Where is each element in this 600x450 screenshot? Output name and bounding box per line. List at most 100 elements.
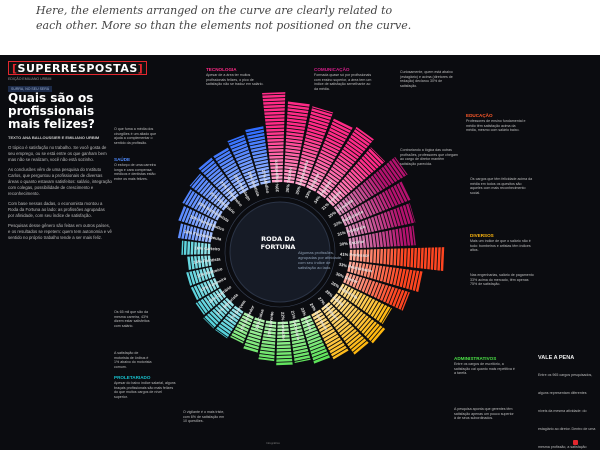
bar-segment: [339, 152, 355, 165]
bar-segment: [331, 121, 351, 133]
bar-segment: [191, 174, 204, 189]
bar-segment: [347, 194, 357, 207]
bar-segment: [343, 328, 357, 341]
bar-segment: [336, 203, 345, 214]
bar-segment: [379, 306, 391, 323]
bar-segment: [381, 307, 392, 325]
bar-segment: [361, 319, 375, 334]
wheel-bar: [325, 147, 386, 207]
article-body: O tópico é satisfação no trabalho. Se vo…: [8, 145, 112, 445]
bar-segment: [309, 118, 329, 127]
bar-segment: [260, 180, 271, 185]
bar-segment: [378, 168, 392, 186]
bar-segment: [307, 336, 322, 345]
bar-segment: [277, 321, 289, 325]
wheel-title-line-2: FORTUNA: [260, 242, 296, 251]
note-text: Contrariando a lógica das outras profiss…: [400, 148, 458, 166]
bar-segment: [321, 146, 338, 157]
bar-segment: [323, 304, 334, 314]
wheel-bar: [283, 101, 310, 184]
bar-segment: [329, 342, 345, 354]
bar-label: 27% Médico: [261, 169, 271, 194]
bar-segment: [221, 201, 231, 211]
bar-segment: [406, 248, 411, 268]
bar-segment: [315, 317, 328, 327]
note-text: Curiosamente, quem está abaixo (estagiár…: [400, 70, 453, 88]
bar-segment: [346, 140, 364, 154]
bar-segment: [312, 169, 326, 177]
bar-segment: [258, 173, 270, 179]
wheel-bar: [258, 320, 277, 362]
bar-segment: [266, 135, 284, 139]
bar-segment: [314, 315, 326, 323]
bar-segment: [193, 285, 202, 299]
bar-segment: [323, 178, 336, 188]
bar-segment: [352, 208, 360, 221]
bar-segment: [373, 249, 377, 264]
wheel-bar: [198, 157, 239, 202]
bar-segment: [286, 132, 304, 137]
bar-segment: [276, 358, 293, 362]
bar-segment: [304, 138, 322, 146]
bar-segment: [277, 331, 290, 335]
bar-segment: [219, 182, 231, 193]
bar-segment: [286, 118, 307, 124]
bar-segment: [267, 138, 284, 142]
bar-segment: [370, 301, 382, 318]
bar-segment: [229, 140, 247, 149]
bar-segment: [371, 327, 386, 344]
bar-segment: [276, 362, 293, 366]
bar-segment: [184, 225, 190, 240]
bar-segment: [207, 255, 212, 267]
bar-segment: [209, 206, 218, 218]
note-text: A satisfação de motorista de ônibus é 1%…: [114, 351, 152, 369]
bar-segment: [198, 157, 213, 171]
bar-segment: [345, 174, 359, 187]
bar-segment: [386, 266, 393, 284]
bar-segment: [212, 277, 220, 289]
wheel-bar: [177, 223, 213, 243]
bar-segment: [400, 248, 404, 267]
bar-segment: [340, 215, 348, 227]
bar-segment: [330, 192, 341, 202]
bar-segment: [286, 128, 305, 134]
bar-segment: [348, 171, 361, 185]
bar-segment: [367, 218, 375, 233]
bar-segment: [224, 316, 237, 326]
wheel-bar: [316, 126, 374, 199]
bar-segment: [392, 229, 397, 247]
note-proletariado-side: O vigilante é o mais triste, com 6% de s…: [183, 410, 229, 424]
bar-segment: [277, 335, 290, 339]
vale-a-pena-box: VALE A PENA Entre os 965 cargos pesquisa…: [538, 355, 596, 450]
bar-segment: [350, 135, 368, 149]
bar-segment: [306, 333, 320, 341]
bar-segment: [369, 198, 379, 214]
bar-segment: [395, 289, 405, 309]
bar-segment: [264, 114, 285, 119]
bar-segment: [270, 169, 283, 173]
bar-segment: [231, 143, 248, 152]
bar-segment: [231, 308, 242, 317]
note-text: Os 65 mil que são da mesma carreira, 43%…: [114, 310, 150, 328]
bar-segment: [357, 161, 372, 176]
bar-segment: [187, 241, 191, 255]
bar-segment: [289, 319, 300, 324]
bar-segment: [248, 136, 265, 143]
bar-segment: [304, 141, 321, 149]
bar-segment: [268, 152, 284, 156]
bar-segment: [291, 338, 306, 345]
bar-segment: [358, 317, 372, 332]
bar-segment: [293, 348, 309, 355]
bar-segment: [289, 322, 301, 328]
bar-segment: [373, 282, 382, 298]
bar-segment: [212, 308, 223, 320]
bar-segment: [178, 206, 187, 222]
bar-segment: [181, 240, 184, 255]
bar-segment: [309, 114, 331, 124]
bar-segment: [287, 101, 310, 107]
wheel-bar: [243, 317, 265, 353]
bar-segment: [341, 179, 353, 191]
wheel-bar: [345, 203, 416, 238]
bar-segment: [321, 302, 331, 311]
bar-segment: [232, 146, 249, 155]
